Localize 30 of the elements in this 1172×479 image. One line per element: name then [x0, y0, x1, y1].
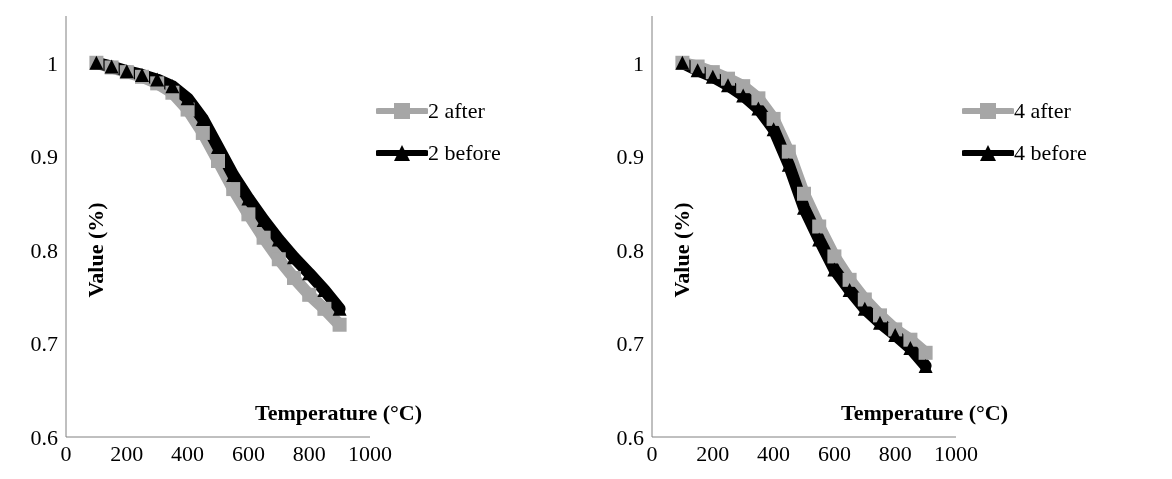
x-tick-label: 1000 [348, 440, 392, 466]
x-axis-title: Temperature (°C) [841, 400, 1009, 426]
x-tick-label: 0 [646, 440, 658, 466]
legend-label: 2 before [428, 140, 501, 166]
x-tick-label: 400 [171, 440, 205, 466]
legend-label: 4 after [1014, 98, 1071, 124]
x-tick-label: 1000 [934, 440, 978, 466]
y-axis-title: Value (%) [669, 202, 695, 298]
x-tick-label: 200 [696, 440, 730, 466]
y-tick-label: 1 [47, 50, 58, 76]
y-tick-label: 0.7 [30, 331, 58, 357]
y-tick-label: 0.9 [616, 144, 644, 170]
y-tick-label: 0.7 [616, 331, 644, 357]
x-tick-label: 400 [757, 440, 791, 466]
y-tick-label: 0.6 [30, 424, 58, 450]
legend-label: 4 before [1014, 140, 1087, 166]
x-tick-label: 600 [231, 440, 265, 466]
x-tick-label: 800 [878, 440, 912, 466]
x-tick-label: 600 [817, 440, 851, 466]
y-tick-label: 1 [633, 50, 644, 76]
x-axis-title: Temperature (°C) [255, 400, 423, 426]
y-tick-label: 0.9 [30, 144, 58, 170]
legend-label: 2 after [428, 98, 485, 124]
y-tick-label: 0.8 [30, 237, 58, 263]
y-tick-label: 0.6 [616, 424, 644, 450]
x-tick-label: 800 [292, 440, 326, 466]
y-tick-label: 0.8 [616, 237, 644, 263]
x-tick-label: 0 [60, 440, 72, 466]
x-tick-label: 200 [110, 440, 144, 466]
y-axis-title: Value (%) [83, 202, 109, 298]
